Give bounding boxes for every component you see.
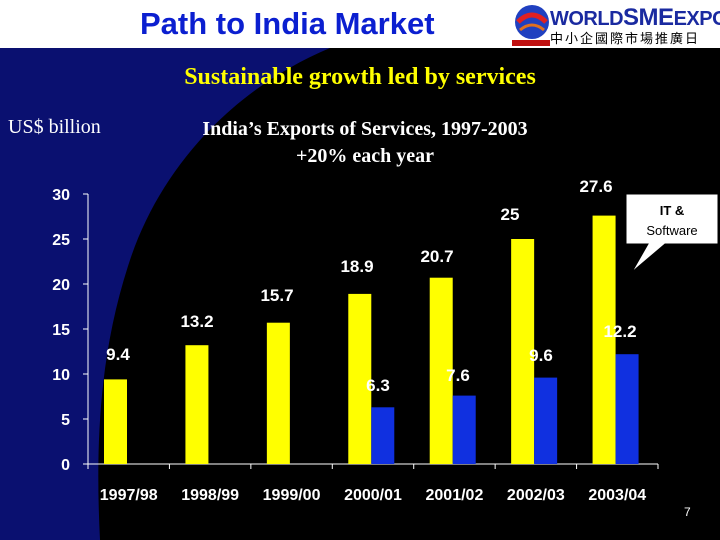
bar-series-1: [266, 322, 290, 464]
bar-series-1: [185, 345, 209, 464]
data-label-series-1: 27.6: [579, 177, 612, 196]
bar-series-1: [429, 277, 453, 464]
data-label-series-1: 13.2: [180, 312, 213, 331]
bar-series-2: [534, 377, 558, 464]
chart-title-line2: +20% each year: [295, 145, 435, 167]
bar-series-2: [615, 354, 639, 464]
y-tick-label: 20: [52, 277, 70, 294]
bar-series-1: [592, 215, 616, 464]
logo-expo: EXPO: [673, 8, 720, 30]
y-tick-label: 0: [61, 457, 70, 474]
y-tick-label: 5: [61, 412, 70, 429]
data-label-series-1: 25: [501, 205, 520, 224]
callout-line-1: IT &: [660, 203, 685, 218]
data-label-series-2: 9.6: [529, 346, 553, 365]
bar-series-2: [452, 395, 476, 464]
logo-world: WORLD: [550, 8, 624, 30]
x-tick-label: 1999/00: [263, 487, 321, 504]
page-number: 7: [684, 505, 691, 519]
x-tick-label: 1997/98: [100, 487, 158, 504]
bar-series-1: [104, 379, 127, 464]
world-sme-expo-logo: [510, 0, 720, 48]
bar-series-1: [348, 293, 372, 464]
bar-series-2: [371, 407, 395, 464]
data-label-series-2: 6.3: [366, 376, 390, 395]
logo-chinese-text: 中小企國際市場推廣日: [550, 31, 701, 46]
y-tick-label: 30: [52, 187, 70, 204]
chart-title-line1: India’s Exports of Services, 1997-2003: [202, 118, 528, 140]
data-label-series-1: 18.9: [340, 257, 373, 276]
data-label-series-2: 7.6: [446, 366, 470, 385]
y-tick-label: 25: [52, 232, 70, 249]
x-tick-label: 2000/01: [344, 487, 402, 504]
globe-icon: [512, 5, 550, 46]
x-tick-label: 2003/04: [588, 487, 646, 504]
x-tick-label: 1998/99: [181, 487, 239, 504]
data-label-series-1: 9.4: [106, 345, 130, 364]
page-title: Path to India Market: [140, 6, 435, 41]
callout-line-2: Software: [646, 223, 697, 238]
bar-series-1: [511, 239, 535, 464]
chart-title: India’s Exports of Services, 1997-2003 +…: [160, 116, 570, 170]
x-tick-label: 2002/03: [507, 487, 565, 504]
units-label: US$ billion: [8, 116, 101, 138]
data-label-series-2: 12.2: [603, 322, 636, 341]
data-label-series-1: 15.7: [260, 286, 293, 305]
slide-subtitle: Sustainable growth led by services: [184, 64, 536, 90]
x-tick-label: 2001/02: [426, 487, 484, 504]
data-label-series-1: 20.7: [420, 247, 453, 266]
y-tick-label: 10: [52, 367, 70, 384]
y-tick-label: 15: [52, 322, 70, 339]
it-software-callout-bubble: [625, 193, 719, 273]
logo-sme: SME: [623, 4, 674, 31]
logo-wordmark: WORLDSMEEXPO: [550, 4, 720, 32]
